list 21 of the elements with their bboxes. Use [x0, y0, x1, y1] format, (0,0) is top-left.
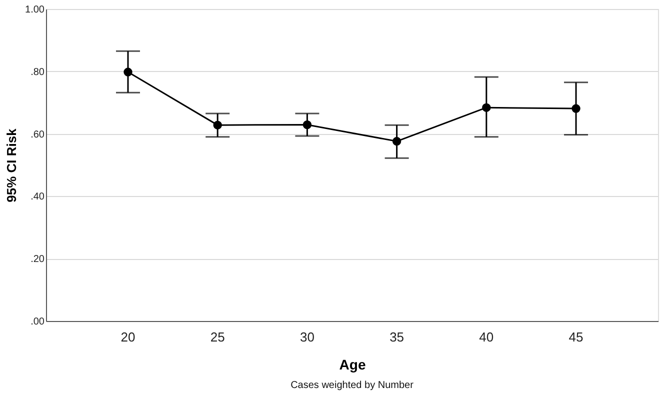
x-tick-label: 35	[390, 330, 404, 344]
y-tick-label: .20	[30, 254, 45, 266]
x-tick-label: 25	[210, 330, 225, 344]
x-tick-label: 45	[568, 330, 584, 344]
y-tick-label: 1.00	[25, 4, 45, 16]
x-axis-title: Age	[339, 356, 366, 372]
x-tick-label: 20	[120, 330, 136, 344]
x-tick-label: 30	[300, 330, 314, 344]
y-tick-label: .60	[30, 129, 45, 140]
x-tick-label: 40	[479, 330, 494, 344]
text: Cases weighted by Number	[290, 380, 414, 391]
point	[482, 103, 491, 112]
y-tick-label: .40	[30, 192, 45, 203]
point	[302, 120, 312, 130]
point	[213, 120, 222, 130]
point	[124, 68, 132, 76]
y-tick-label: .00	[30, 316, 45, 328]
point	[392, 136, 402, 146]
y-axis-title: 95% CI Risk	[4, 128, 20, 202]
point	[572, 104, 580, 113]
y-tick-label: .80	[30, 66, 45, 78]
